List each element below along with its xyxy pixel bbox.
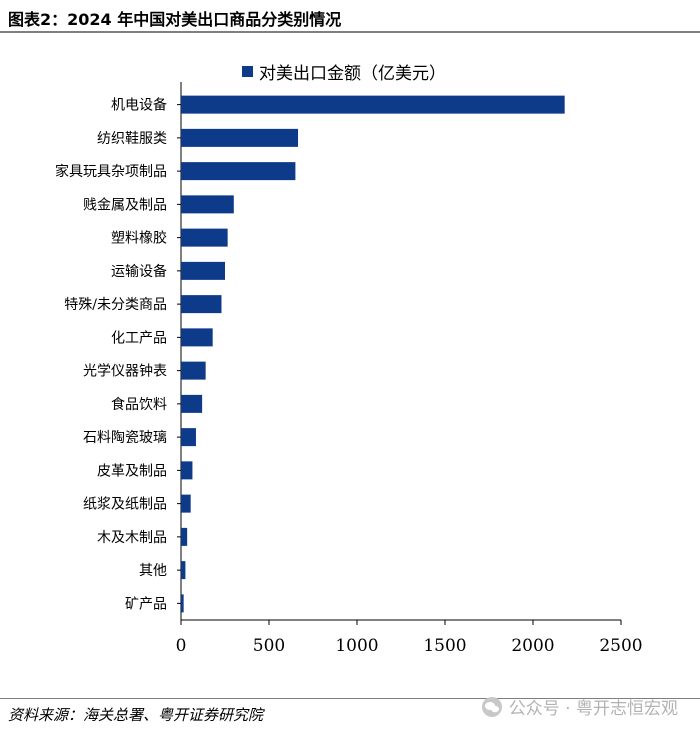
title-divider [0, 31, 700, 33]
footer-divider [0, 698, 700, 699]
bar [181, 394, 203, 413]
category-label: 运输设备 [111, 263, 167, 280]
bar [181, 461, 193, 480]
category-label: 贱金属及制品 [83, 197, 167, 213]
category-label: 矿产品 [125, 596, 167, 612]
bar [181, 195, 234, 214]
x-tick-label: 1500 [423, 636, 466, 656]
category-label: 木及木制品 [97, 530, 167, 546]
category-label: 化工产品 [111, 330, 167, 346]
category-label: 特殊/未分类商品 [64, 297, 167, 313]
bar [181, 295, 222, 314]
category-label: 家具玩具杂项制品 [55, 163, 167, 180]
category-label: 其他 [139, 563, 167, 579]
category-labels: 机电设备纺织鞋服类家具玩具杂项制品贱金属及制品塑料橡胶运输设备特殊/未分类商品化… [55, 97, 167, 613]
x-tick-label: 0 [176, 636, 187, 656]
bar [181, 561, 186, 580]
chart-bars [181, 95, 565, 613]
bar [181, 95, 565, 114]
category-label: 机电设备 [111, 97, 167, 114]
x-tick-label: 500 [253, 636, 285, 656]
x-tick-labels: 0 500 1000 1500 2000 2500 [176, 636, 643, 656]
bar [181, 261, 225, 280]
bar [181, 228, 228, 247]
bar [181, 128, 299, 147]
figure-title: 图表2：2024 年中国对美出口商品分类别情况 [8, 10, 342, 29]
category-label: 食品饮料 [111, 396, 167, 413]
wechat-icon [481, 696, 502, 717]
bar [181, 428, 196, 447]
bar [181, 361, 206, 380]
watermark: 公众号 · 粤开志恒宏观 [481, 694, 678, 719]
bar [181, 494, 191, 513]
bar [181, 328, 213, 347]
chart-legend: 对美出口金额（亿美元） [242, 64, 446, 84]
category-label: 石料陶瓷玻璃 [83, 429, 167, 446]
watermark-text: 公众号 · 粤开志恒宏观 [508, 699, 678, 719]
bar [181, 594, 184, 613]
category-label: 塑料橡胶 [111, 230, 167, 247]
x-tick-label: 2000 [511, 636, 554, 656]
category-label: 纺织鞋服类 [97, 131, 167, 147]
bar [181, 162, 296, 181]
source-note: 资料来源：海关总署、粤开证券研究院 [8, 706, 264, 724]
legend-label: 对美出口金额（亿美元） [259, 64, 446, 84]
category-label: 皮革及制品 [97, 463, 167, 479]
category-label: 纸浆及纸制品 [83, 497, 167, 513]
x-tick-label: 1000 [335, 636, 378, 656]
bar [181, 527, 188, 546]
x-tick-label: 2500 [599, 636, 642, 656]
legend-swatch [242, 66, 253, 77]
category-label: 光学仪器钟表 [83, 363, 167, 380]
